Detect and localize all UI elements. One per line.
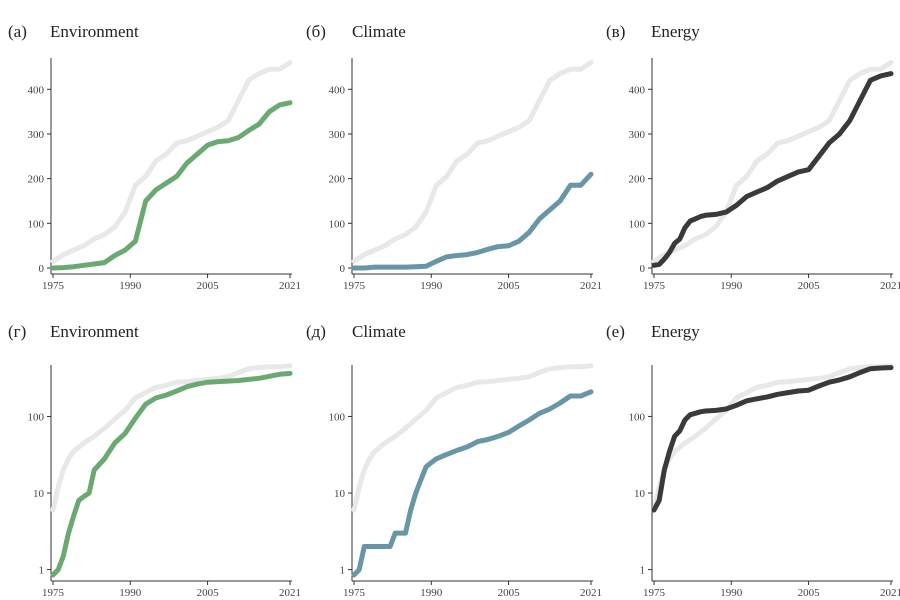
y-tick-label: 1 xyxy=(640,565,646,577)
y-tick-label: 100 xyxy=(629,218,646,230)
y-tick-label: 0 xyxy=(39,263,45,275)
x-tick-label: 2005 xyxy=(498,280,521,292)
main-series-line xyxy=(50,370,293,578)
y-tick-label: 100 xyxy=(28,411,45,423)
panel-title: Climate xyxy=(352,22,406,41)
chart-panel-b: (б) Climate 0 100 200 300 400 1975 1990 2005 2021 xyxy=(306,22,602,292)
reference-series-line xyxy=(351,363,594,513)
x-tick-label: 2021 xyxy=(279,280,301,292)
x-tick-label: 2005 xyxy=(197,280,220,292)
x-tick-label: 1975 xyxy=(643,280,666,292)
y-tick-label: 100 xyxy=(329,411,346,423)
x-tick-label: 1975 xyxy=(42,280,65,292)
panel-title: Climate xyxy=(352,322,406,341)
x-tick-label: 2021 xyxy=(580,280,602,292)
y-tick-label: 200 xyxy=(28,174,45,186)
x-tick-label: 2021 xyxy=(880,280,900,292)
y-tick-label: 300 xyxy=(329,129,346,141)
reference-series-line xyxy=(651,60,894,264)
x-tick-label: 1990 xyxy=(420,280,443,292)
main-series-line xyxy=(651,365,894,513)
chart-panel-e: (д) Climate 1 10 100 1975 1990 2005 2021 xyxy=(306,322,602,599)
x-tick-label: 1990 xyxy=(720,280,743,292)
panel-title: Energy xyxy=(651,22,700,41)
chart-panel-c: (в) Energy 0 100 200 300 400 1975 1990 2005 2021 xyxy=(606,22,900,292)
y-tick-label: 10 xyxy=(634,488,646,500)
y-tick-label: 0 xyxy=(340,263,346,275)
chart-panel-f: (е) Energy 1 10 100 1975 1990 2005 2021 xyxy=(606,322,900,599)
x-tick-label: 2021 xyxy=(880,587,900,599)
reference-series-line xyxy=(351,60,594,264)
x-tick-label: 1975 xyxy=(343,587,366,599)
y-tick-label: 10 xyxy=(334,488,346,500)
main-series-line xyxy=(351,171,594,271)
y-tick-label: 1 xyxy=(340,565,346,577)
y-tick-label: 100 xyxy=(28,218,45,230)
y-tick-label: 300 xyxy=(28,129,45,141)
panel-letter: (е) xyxy=(606,322,625,341)
main-series-line xyxy=(50,100,293,271)
x-tick-label: 2005 xyxy=(197,587,220,599)
y-tick-label: 0 xyxy=(640,263,646,275)
panel-title: Environment xyxy=(50,22,139,41)
panel-letter: (а) xyxy=(8,22,27,41)
y-tick-label: 400 xyxy=(329,84,346,96)
panel-title: Environment xyxy=(50,322,139,341)
y-tick-label: 200 xyxy=(329,174,346,186)
x-tick-label: 1990 xyxy=(119,587,142,599)
y-tick-label: 100 xyxy=(629,411,646,423)
x-tick-label: 1975 xyxy=(643,587,666,599)
x-tick-label: 2005 xyxy=(798,280,821,292)
y-tick-label: 400 xyxy=(629,84,646,96)
x-tick-label: 2021 xyxy=(580,587,602,599)
y-tick-label: 100 xyxy=(329,218,346,230)
reference-series-line xyxy=(50,363,293,513)
x-tick-label: 1990 xyxy=(119,280,142,292)
x-tick-label: 2005 xyxy=(798,587,821,599)
reference-series-line xyxy=(651,363,894,513)
y-tick-label: 400 xyxy=(28,84,45,96)
y-tick-label: 10 xyxy=(33,488,45,500)
main-series-line xyxy=(351,389,594,578)
y-tick-label: 200 xyxy=(629,174,646,186)
chart-panel-d: (г) Environment 1 10 100 1975 1990 2005 2021 xyxy=(8,322,301,599)
y-tick-label: 1 xyxy=(39,565,45,577)
reference-series-line xyxy=(50,60,293,264)
panel-title: Energy xyxy=(651,322,700,341)
main-series-line xyxy=(651,71,894,268)
panel-letter: (б) xyxy=(306,22,326,41)
x-tick-label: 1990 xyxy=(720,587,743,599)
panel-letter: (в) xyxy=(606,22,625,41)
x-tick-label: 1975 xyxy=(343,280,366,292)
chart-panel-a: (а) Environment 0 100 200 300 400 1975 1990 2005 2… xyxy=(8,22,301,292)
panel-letter: (д) xyxy=(306,322,326,341)
x-tick-label: 2021 xyxy=(279,587,301,599)
panel-letter: (г) xyxy=(8,322,26,341)
x-tick-label: 2005 xyxy=(498,587,521,599)
x-tick-label: 1990 xyxy=(420,587,443,599)
x-tick-label: 1975 xyxy=(42,587,65,599)
y-tick-label: 300 xyxy=(629,129,646,141)
